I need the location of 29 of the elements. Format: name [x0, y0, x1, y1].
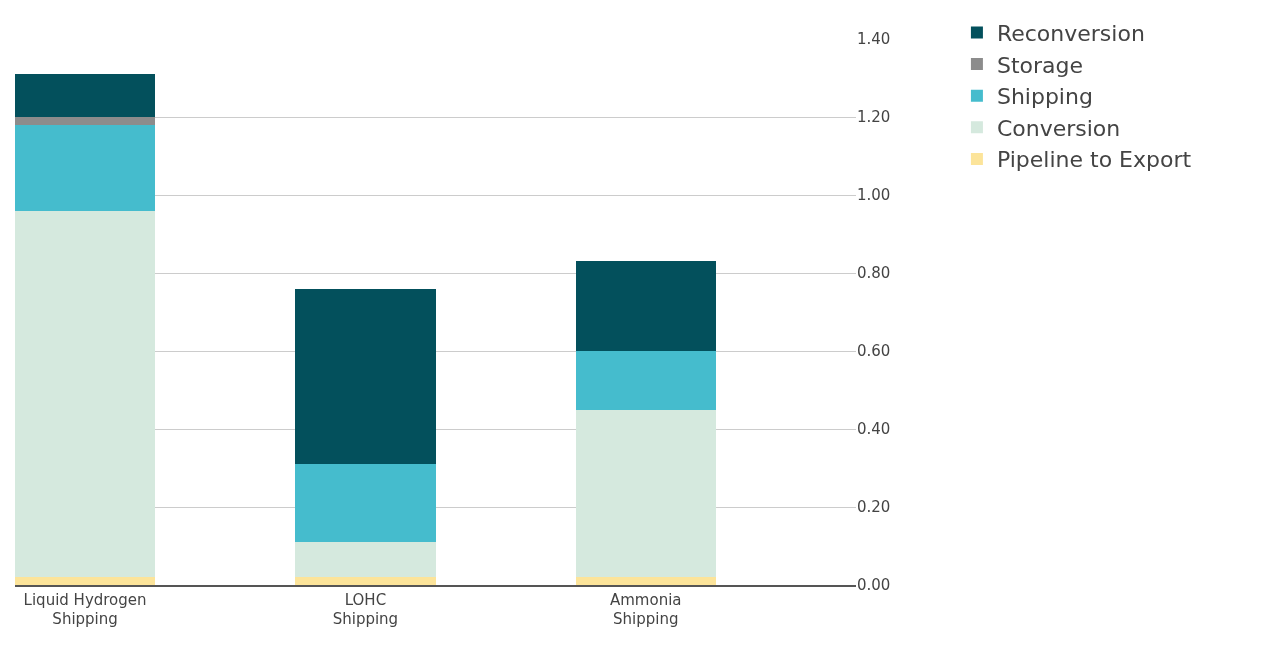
- bar: [575, 261, 716, 351]
- y-tick-label: 0.40: [857, 420, 891, 439]
- bar: [575, 409, 716, 578]
- bar: [575, 351, 716, 410]
- y-tick-label: 0.80: [857, 264, 891, 283]
- y-tick-label: 1.40: [857, 30, 891, 49]
- bar: [295, 542, 436, 578]
- bar: [15, 117, 156, 125]
- y-tick-label: 0.60: [857, 342, 891, 361]
- legend-label: Conversion: [996, 115, 1121, 141]
- bar: [15, 210, 156, 578]
- bar: [15, 577, 156, 585]
- legend-label: Storage: [996, 52, 1083, 78]
- legend-label: Reconversion: [996, 21, 1145, 47]
- x-tick-label: Ammonia Shipping: [609, 590, 682, 629]
- legend-label: Shipping: [996, 84, 1093, 110]
- y-tick-label: 0.20: [857, 498, 891, 517]
- y-tick-label: 0.00: [857, 576, 891, 595]
- legend-label: Pipeline to Export: [996, 147, 1192, 173]
- bar: [15, 74, 156, 117]
- x-tick-label: Liquid Hydrogen Shipping: [23, 590, 147, 629]
- y-tick-label: 1.00: [857, 186, 891, 205]
- bar: [575, 577, 716, 585]
- bar: [295, 464, 436, 543]
- bar: [295, 577, 436, 585]
- x-tick-label: LOHC Shipping: [332, 590, 399, 629]
- bar: [295, 288, 436, 465]
- y-tick-label: 1.20: [857, 108, 891, 127]
- bar: [15, 124, 156, 211]
